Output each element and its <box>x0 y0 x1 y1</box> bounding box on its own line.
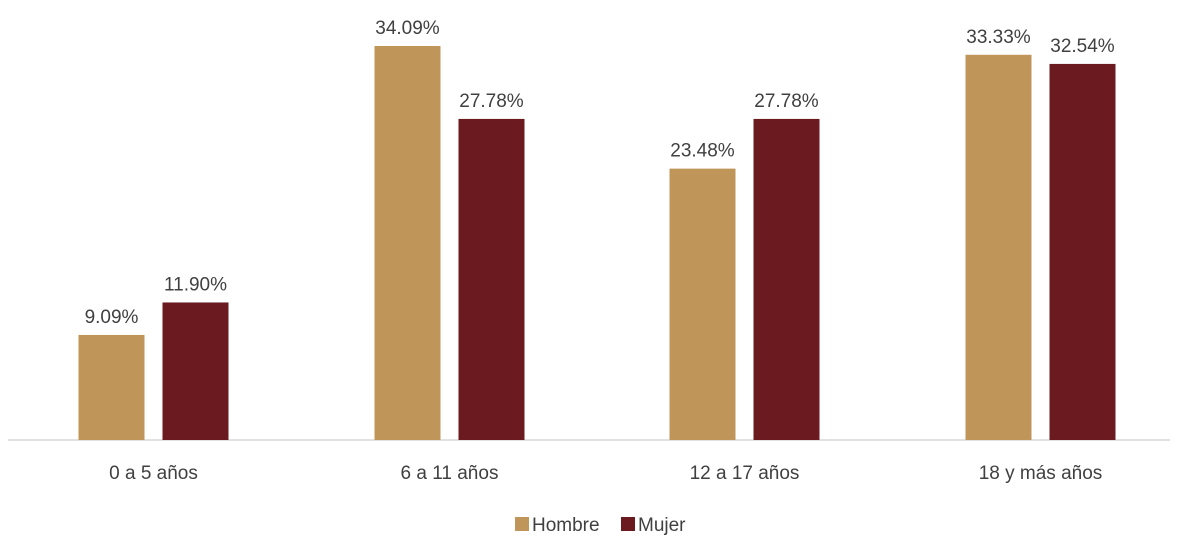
legend-label-mujer: Mujer <box>638 515 686 536</box>
legend-label-hombre: Hombre <box>532 515 600 536</box>
bar-mujer-2 <box>753 118 820 441</box>
legend: Hombre Mujer <box>515 515 686 536</box>
bar-mujer-3 <box>1049 63 1116 441</box>
data-label-hombre-3: 33.33% <box>966 27 1031 48</box>
data-label-hombre-2: 23.48% <box>670 141 735 162</box>
data-label-mujer-2: 27.78% <box>754 91 819 112</box>
legend-swatch-hombre <box>515 517 529 531</box>
bar-mujer-0 <box>162 302 229 440</box>
data-label-hombre-1: 34.09% <box>375 18 440 39</box>
legend-swatch-mujer <box>621 517 635 531</box>
data-label-mujer-3: 32.54% <box>1050 36 1115 57</box>
bar-hombre-3 <box>965 54 1032 440</box>
category-label-3: 18 y más años <box>979 463 1103 484</box>
bar-hombre-1 <box>374 46 441 440</box>
data-label-mujer-1: 27.78% <box>459 91 524 112</box>
bar-hombre-2 <box>669 168 736 440</box>
category-label-0: 0 a 5 años <box>109 463 198 484</box>
category-label-2: 12 a 17 años <box>690 463 800 484</box>
bar-mujer-1 <box>458 118 525 441</box>
bar-hombre-0 <box>78 334 145 440</box>
data-label-mujer-0: 11.90% <box>164 274 227 295</box>
data-label-hombre-0: 9.09% <box>85 307 139 328</box>
category-label-1: 6 a 11 años <box>401 463 499 484</box>
